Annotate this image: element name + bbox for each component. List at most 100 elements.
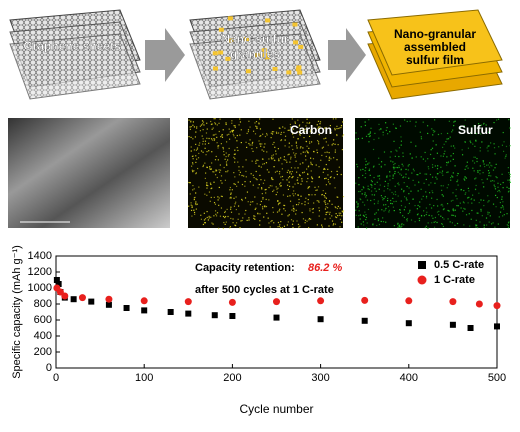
map-dot [288,146,290,148]
map-dot [431,222,433,224]
map-dot [452,176,454,178]
map-dot [475,224,477,227]
map-dot [504,157,506,159]
map-dot [420,188,422,190]
map-dot [437,165,439,167]
map-dot [324,200,326,202]
map-dot [497,118,500,120]
map-dot [336,170,338,173]
map-dot [361,189,363,191]
map-dot [334,149,337,151]
map-dot [463,224,465,226]
map-dot [470,141,472,144]
point [229,313,236,319]
map-dot [324,218,326,220]
map-dot [400,226,402,228]
map-dot [403,190,405,192]
map-dot [336,159,338,161]
map-dot [336,125,338,127]
map-dot [255,120,258,123]
map-dot [443,153,445,155]
map-dot [413,170,415,172]
map-dot [337,143,339,146]
map-dot [427,166,429,168]
map-dot [206,122,208,124]
map-dot [371,194,373,196]
map-dot [443,208,445,210]
map-dot [456,222,459,225]
map-dot [235,201,237,203]
map-dot [194,213,196,215]
map-dot [309,131,312,133]
map-dot [362,214,365,216]
map-dot [226,159,229,161]
map-dot [277,132,280,134]
map-dot [230,197,232,199]
map-dot [397,226,399,228]
map-dot [355,182,357,184]
map-dot [200,124,203,126]
map-dot [364,170,366,172]
map-dot [311,208,313,210]
map-dot [431,215,433,217]
map-dot [452,208,454,210]
map-dot [359,198,361,200]
map-dot [238,169,240,172]
map-dot [245,209,247,212]
sulfur-map [355,118,510,228]
map-dot [323,168,325,170]
map-dot [473,170,475,172]
map-dot [237,181,239,183]
map-dot [454,209,456,211]
map-dot [359,218,361,220]
map-dot [289,175,291,178]
map-dot [279,202,281,204]
map-dot [447,209,449,212]
map-dot [213,171,215,173]
map-dot [340,126,342,129]
map-dot [247,129,250,131]
map-dot [321,193,324,196]
map-dot [323,138,325,140]
map-dot [367,185,369,187]
map-dot [464,176,466,179]
map-dot [193,126,196,128]
map-dot [262,163,264,165]
map-dot [277,221,280,224]
map-dot [290,167,293,169]
map-dot [259,203,262,206]
map-dot [334,216,337,218]
map-dot [204,177,206,180]
map-dot [280,221,282,223]
map-dot [281,175,284,178]
map-dot [202,151,204,153]
map-dot [216,212,219,214]
map-dot [341,215,343,217]
map-dot [328,152,330,154]
map-dot [222,129,224,131]
map-dot [321,147,323,149]
map-dot [442,195,444,197]
map-dot [501,144,504,146]
map-dot [310,129,312,131]
map-dot [217,199,219,201]
map-dot [326,151,328,153]
map-dot [233,156,235,158]
map-dot [308,141,311,143]
map-dot [298,125,300,127]
map-dot [456,198,458,200]
map-dot [279,183,281,185]
map-dot [470,198,472,201]
map-dot [369,135,371,137]
map-dot [408,202,410,205]
map-dot [487,164,489,166]
map-dot [266,151,268,153]
map-dot [318,176,320,178]
map-dot [415,121,417,123]
map-dot [293,208,295,210]
map-dot [405,176,407,178]
map-dot [398,155,400,158]
map-dot [307,173,309,176]
map-dot [280,131,283,134]
map-dot [507,226,510,229]
